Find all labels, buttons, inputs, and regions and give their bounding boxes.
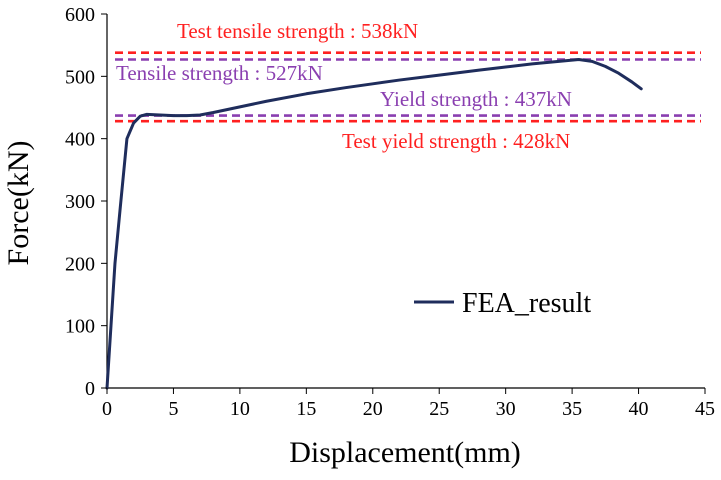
y-tick-label: 200: [65, 253, 95, 275]
y-tick-label: 0: [85, 378, 95, 400]
x-tick-label: 35: [562, 398, 582, 420]
legend-label: FEA_result: [462, 288, 591, 319]
x-tick-label: 5: [168, 398, 178, 420]
y-tick-label: 500: [65, 66, 95, 88]
x-axis-title: Displacement(mm): [289, 436, 521, 469]
x-tick-label: 45: [695, 398, 715, 420]
x-tick-label: 15: [296, 398, 316, 420]
y-axis-title: Force(kN): [2, 141, 35, 266]
series-layer: [105, 58, 643, 390]
x-tick-label: 20: [363, 398, 383, 420]
reference-labels: Test tensile strength : 538kN Tensile str…: [116, 19, 572, 153]
y-tick-label: 100: [65, 316, 95, 338]
x-tick-label: 30: [496, 398, 516, 420]
y-tick-label: 600: [65, 4, 95, 26]
legend: FEA_result: [414, 288, 591, 319]
y-tick-label: 400: [65, 129, 95, 151]
series-line-0: [105, 58, 643, 390]
y-tick-label: 300: [65, 191, 95, 213]
x-tick-label: 10: [230, 398, 250, 420]
reference-label-2: Yield strength : 437kN: [380, 87, 572, 111]
x-axis-ticks: 0 5 10 15 20 25 30 35 40 45: [102, 388, 715, 420]
reference-label-0: Test tensile strength : 538kN: [177, 19, 418, 43]
y-axis-ticks: 0 100 200 300 400 500 600: [65, 4, 107, 400]
x-tick-label: 40: [629, 398, 649, 420]
reference-lines: [115, 51, 701, 123]
reference-label-1: Tensile strength : 527kN: [116, 61, 323, 85]
x-tick-label: 25: [429, 398, 449, 420]
reference-label-3: Test yield strength : 428kN: [342, 129, 570, 153]
x-tick-label: 0: [102, 398, 112, 420]
